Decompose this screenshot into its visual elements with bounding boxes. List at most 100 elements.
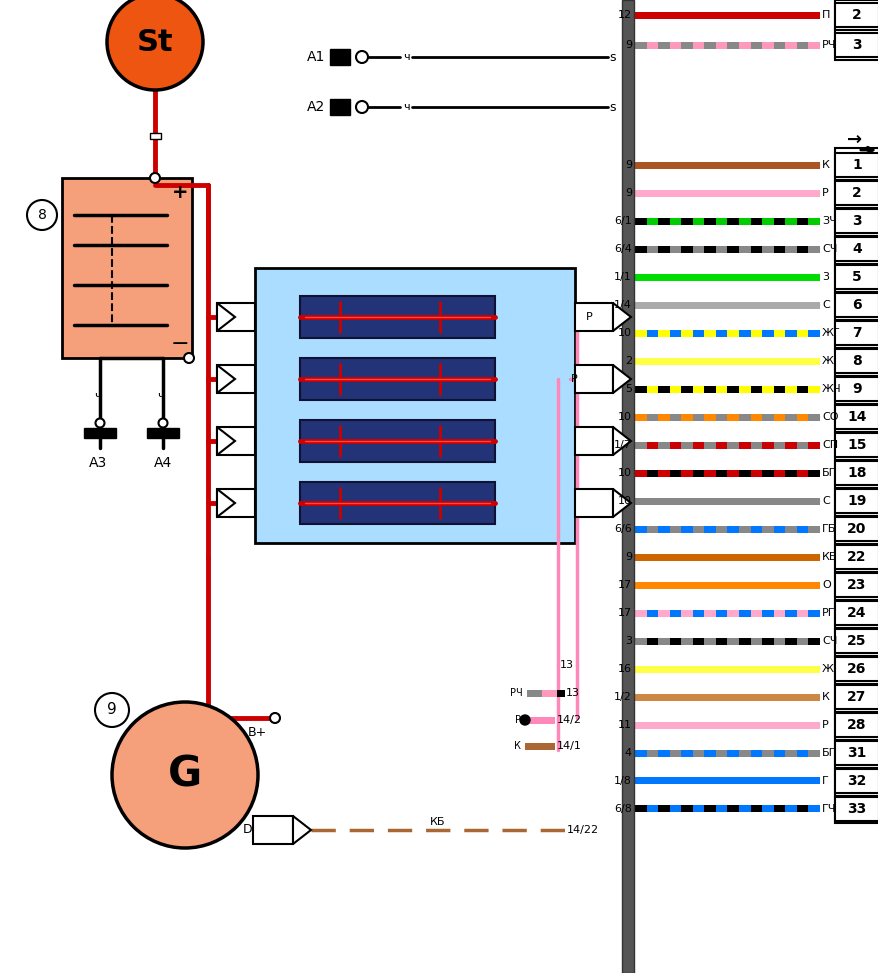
Bar <box>796 525 808 532</box>
Bar <box>634 245 646 253</box>
Bar <box>808 497 819 504</box>
Bar <box>808 806 819 812</box>
Bar <box>703 442 715 449</box>
Bar <box>761 525 773 532</box>
Bar <box>703 582 715 589</box>
Text: 27: 27 <box>846 690 866 704</box>
Text: КБ: КБ <box>821 552 837 562</box>
Bar <box>658 218 669 225</box>
Bar <box>658 694 669 701</box>
Bar <box>834 3 878 27</box>
Bar <box>692 777 703 784</box>
Bar <box>750 414 761 420</box>
Bar <box>692 12 703 18</box>
Bar <box>784 357 796 365</box>
Bar <box>834 489 878 513</box>
Bar <box>669 162 680 168</box>
Bar <box>834 601 878 625</box>
Bar <box>808 357 819 365</box>
Bar <box>750 190 761 197</box>
Bar <box>217 303 255 331</box>
Bar <box>669 218 680 225</box>
Bar <box>796 385 808 392</box>
Text: 9: 9 <box>624 40 631 50</box>
Bar <box>727 190 738 197</box>
Bar <box>727 582 738 589</box>
Bar <box>658 582 669 589</box>
Bar <box>62 178 191 358</box>
Bar <box>738 525 750 532</box>
Text: 1: 1 <box>851 158 861 172</box>
Bar <box>669 749 680 756</box>
Text: Р: Р <box>515 715 521 725</box>
Bar <box>834 685 878 709</box>
Circle shape <box>520 715 529 725</box>
Bar <box>834 405 878 429</box>
Bar <box>834 33 878 57</box>
Bar <box>669 609 680 617</box>
Bar <box>646 497 658 504</box>
Bar <box>808 302 819 308</box>
Bar <box>692 609 703 617</box>
Bar <box>715 442 727 449</box>
Bar <box>542 690 557 697</box>
Text: ЗЧ: ЗЧ <box>821 216 836 226</box>
Bar <box>658 497 669 504</box>
Circle shape <box>95 693 129 727</box>
Bar <box>750 666 761 672</box>
Circle shape <box>356 51 368 63</box>
Bar <box>834 741 878 765</box>
Bar <box>808 330 819 337</box>
Polygon shape <box>612 427 630 455</box>
Bar <box>692 385 703 392</box>
Bar <box>808 470 819 477</box>
Bar <box>658 777 669 784</box>
Bar <box>761 414 773 420</box>
Bar <box>750 385 761 392</box>
Bar <box>680 609 692 617</box>
Text: 11: 11 <box>617 720 631 730</box>
Bar <box>773 330 784 337</box>
Bar <box>738 302 750 308</box>
Bar <box>692 273 703 280</box>
Bar <box>738 330 750 337</box>
Bar <box>808 666 819 672</box>
Bar <box>738 554 750 560</box>
Bar <box>634 777 646 784</box>
Bar <box>773 385 784 392</box>
Text: ч: ч <box>94 391 100 401</box>
Bar <box>299 420 494 462</box>
Text: ГЧ: ГЧ <box>821 804 836 814</box>
Bar <box>680 385 692 392</box>
Bar <box>669 12 680 18</box>
Bar <box>692 525 703 532</box>
Bar <box>669 554 680 560</box>
Bar <box>150 133 161 139</box>
Text: 6: 6 <box>851 298 860 312</box>
Bar <box>750 777 761 784</box>
Bar <box>692 470 703 477</box>
Bar <box>703 414 715 420</box>
Text: 31: 31 <box>846 746 866 760</box>
Bar <box>715 385 727 392</box>
Text: СП: СП <box>821 440 837 450</box>
Bar <box>784 637 796 644</box>
Text: К: К <box>821 160 829 170</box>
Bar <box>738 442 750 449</box>
Text: 2: 2 <box>624 356 631 366</box>
Bar <box>784 385 796 392</box>
Bar <box>646 442 658 449</box>
Bar <box>692 722 703 729</box>
Polygon shape <box>612 303 630 331</box>
Bar <box>784 12 796 18</box>
Bar <box>808 609 819 617</box>
Bar <box>796 722 808 729</box>
Bar <box>834 349 878 373</box>
Bar <box>715 497 727 504</box>
Text: ч: ч <box>402 102 409 112</box>
Bar <box>692 218 703 225</box>
Bar <box>727 722 738 729</box>
Circle shape <box>150 173 160 183</box>
Bar <box>750 12 761 18</box>
Text: 1/7: 1/7 <box>614 440 631 450</box>
